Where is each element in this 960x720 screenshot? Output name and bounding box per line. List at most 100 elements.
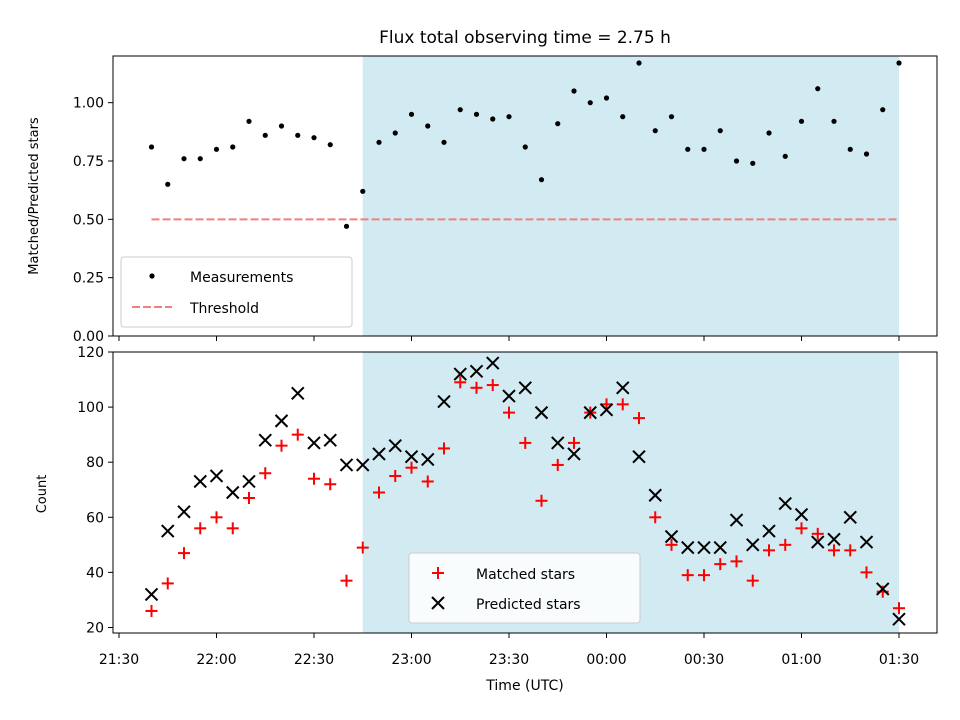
predicted-star-point	[502, 389, 516, 403]
bottom-x-tick-label: 00:00	[586, 652, 626, 668]
measurement-point	[863, 151, 870, 157]
bottom-x-tick-label: 22:00	[196, 652, 236, 668]
top-legend-box	[120, 256, 353, 328]
matched-star-point	[633, 412, 645, 425]
measurement-point	[587, 100, 593, 106]
matched-star-point	[275, 439, 288, 452]
predicted-star-point	[811, 535, 825, 549]
predicted-star-stroke-b	[404, 449, 419, 464]
predicted-star-stroke-b	[144, 587, 159, 602]
matched-star-point	[324, 478, 337, 491]
predicted-star-point	[209, 469, 224, 483]
matched-star-point	[210, 511, 223, 524]
measurement-point	[571, 88, 577, 94]
legend-matched-label: Matched stars	[476, 567, 575, 583]
matched-star-point	[389, 469, 402, 482]
predicted-star-stroke-b	[453, 367, 467, 381]
matched-star-point	[503, 406, 515, 419]
predicted-star-point	[859, 535, 874, 549]
predicted-star-point	[453, 367, 467, 381]
bottom-plot-frame	[112, 351, 938, 634]
predicted-star-stroke-b	[713, 540, 727, 555]
measurement-point	[295, 132, 301, 138]
legend-dot-marker	[149, 273, 155, 279]
predicted-star-stroke-b	[161, 524, 175, 538]
matched-star-point	[763, 544, 775, 557]
predicted-star-stroke-b	[876, 582, 890, 596]
matched-star-point	[665, 538, 678, 551]
matched-star-point	[844, 544, 857, 557]
measurement-point	[148, 144, 155, 150]
measurement-points	[148, 60, 902, 229]
measurement-point	[847, 146, 853, 152]
matched-star-point	[226, 522, 239, 535]
top-panel: Flux total observing time = 2.75 h Match…	[27, 28, 938, 345]
matched-star-point	[746, 574, 759, 587]
predicted-star-stroke-b	[859, 535, 874, 549]
predicted-star-point	[697, 540, 711, 555]
legend-measurements-label: Measurements	[190, 270, 293, 286]
bottom-y-tick-label: 120	[77, 345, 104, 361]
measurement-point	[457, 107, 463, 113]
predicted-star-stroke-b	[209, 469, 224, 483]
top-y-ticks: 0.00 0.25 0.50 0.75 1.00	[73, 96, 113, 345]
measurement-point	[733, 158, 740, 164]
bottom-x-tick-label: 01:00	[781, 652, 821, 668]
bottom-legend: Matched stars Predicted stars	[408, 552, 641, 624]
matched-star-point	[714, 558, 727, 571]
measurement-point	[165, 181, 171, 187]
predicted-star-stroke-b	[843, 510, 857, 525]
measurement-point	[798, 118, 805, 124]
matched-star-point	[681, 569, 694, 582]
predicted-star-point	[551, 436, 565, 450]
top-y-tick-label: 0.25	[73, 271, 104, 287]
matched-star-point	[519, 436, 532, 449]
matched-star-point	[291, 428, 304, 441]
top-shaded-region	[362, 56, 899, 336]
predicted-star-point	[794, 507, 809, 522]
measurement-point	[880, 107, 886, 113]
bottom-x-tick-label: 01:30	[879, 652, 919, 668]
measurement-point	[750, 160, 756, 166]
predicted-star-point	[534, 405, 549, 420]
predicted-star-stroke-b	[746, 538, 760, 552]
measurement-point	[376, 139, 382, 145]
matched-star-point	[649, 511, 662, 524]
predicted-star-point	[616, 381, 630, 395]
measurement-point	[896, 60, 902, 66]
predicted-star-stroke-b	[811, 535, 825, 549]
measurement-point	[831, 118, 837, 124]
matched-star-point	[454, 376, 467, 389]
predicted-star-stroke-b	[193, 474, 207, 489]
predicted-star-stroke-b	[274, 414, 289, 428]
bottom-x-ticks: 21:30 22:00 22:30 23:00 23:30 00:00 00:30 01:00…	[99, 633, 919, 668]
measurement-point	[425, 123, 431, 129]
predicted-star-point	[892, 612, 906, 626]
measurement-point	[782, 153, 788, 159]
measurement-point	[490, 116, 496, 122]
top-y-tick-label: 0.75	[73, 154, 104, 170]
predicted-star-point	[388, 438, 402, 453]
bottom-x-tick-label: 00:30	[684, 652, 724, 668]
predicted-star-point	[567, 447, 581, 461]
bottom-legend-box	[408, 552, 641, 624]
matched-star-point	[194, 522, 207, 535]
top-legend: Measurements Threshold	[120, 256, 353, 328]
measurement-point	[392, 130, 398, 136]
predicted-star-point	[778, 496, 792, 511]
bottom-x-tick-label: 22:30	[294, 652, 334, 668]
measurement-point	[197, 156, 203, 162]
matched-star-point	[600, 398, 613, 411]
predicted-star-stroke-b	[697, 540, 711, 555]
predicted-star-point	[762, 524, 776, 538]
matched-star-point	[438, 442, 450, 455]
predicted-star-stroke-b	[599, 403, 614, 417]
predicted-star-stroke-b	[778, 496, 792, 511]
measurement-point	[213, 146, 220, 152]
measurement-point	[408, 111, 415, 117]
predicted-star-point	[339, 458, 354, 472]
legend-predicted-label: Predicted stars	[476, 597, 581, 613]
top-plot-frame	[112, 55, 938, 337]
measurement-point	[360, 188, 366, 194]
